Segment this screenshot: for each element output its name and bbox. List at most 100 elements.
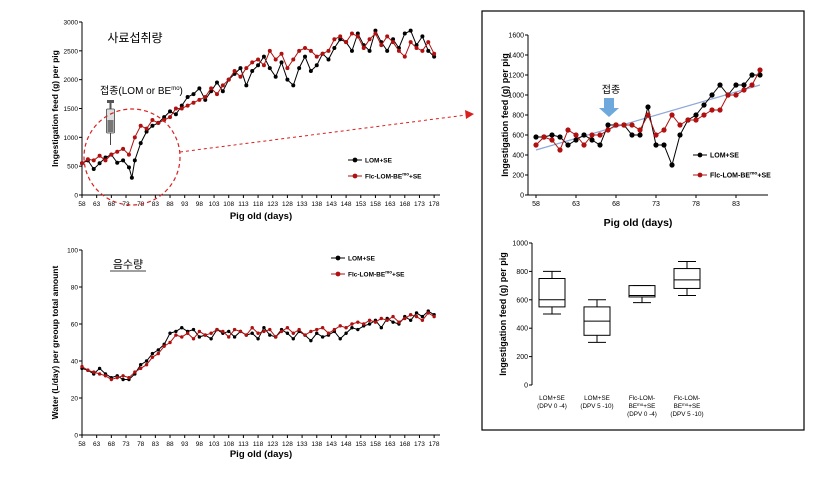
feed-data-point <box>261 63 266 68</box>
box-category-label: Flc-LOM- <box>674 395 700 402</box>
feed-data-point <box>308 69 313 74</box>
water-legend-label: LOM+SE <box>348 256 376 263</box>
feed-data-point <box>285 77 290 82</box>
feed-data-point <box>191 92 196 97</box>
zoom-data-point <box>597 132 603 138</box>
water-data-point <box>426 311 430 315</box>
feed-x-tick-label: 143 <box>326 201 337 208</box>
feed-data-point <box>256 63 261 68</box>
feed-legend-label: Flc-LOM-BEmo+SE <box>365 172 422 181</box>
feed-data-point <box>414 45 419 50</box>
zoom-x-tick-label: 83 <box>732 201 740 208</box>
zoom-series-line-lom <box>536 74 760 167</box>
zoom-data-point <box>677 132 683 138</box>
feed-x-tick-label: 73 <box>122 201 130 208</box>
water-data-point <box>209 331 213 335</box>
water-data-point <box>197 329 202 334</box>
syringe-icon <box>106 100 115 145</box>
box-y-axis-label: Ingestigation feed (g) per pig <box>498 252 508 376</box>
water-x-tick-label: 178 <box>429 441 440 448</box>
feed-data-point <box>379 43 384 48</box>
feed-data-point <box>279 51 284 56</box>
box-category-label: (DPV 0 -4) <box>537 403 567 410</box>
zoom-data-point <box>733 82 739 88</box>
zoom-x-tick-label: 68 <box>612 201 620 208</box>
feed-data-point <box>326 48 331 53</box>
zoom-data-point <box>725 92 731 98</box>
zoom-y-tick-label: 1600 <box>508 33 524 40</box>
water-x-tick-label: 143 <box>326 441 337 448</box>
water-data-point <box>309 338 313 343</box>
water-data-point <box>262 329 266 334</box>
zoom-data-point <box>589 137 595 143</box>
water-x-tick-label: 153 <box>355 441 366 448</box>
box-category-label: BEmo+SE <box>629 402 656 410</box>
water-data-point <box>150 355 155 359</box>
water-data-point <box>121 377 125 382</box>
feed-x-tick-label: 138 <box>311 201 322 208</box>
feed-data-point <box>173 112 178 117</box>
zoom-data-point <box>717 82 723 88</box>
water-data-point <box>168 340 172 345</box>
feed-data-point <box>373 31 378 36</box>
water-chart-title: 음수량 <box>113 258 143 271</box>
feed-x-tick-label: 103 <box>209 201 220 208</box>
feed-data-point <box>203 97 208 102</box>
water-data-point <box>227 329 231 334</box>
water-y-tick-label: 20 <box>71 396 79 403</box>
feed-x-tick-label: 153 <box>355 201 366 208</box>
feed-data-point <box>138 141 143 146</box>
water-data-point <box>185 331 190 335</box>
water-data-point <box>338 324 342 328</box>
feed-data-point <box>373 28 378 33</box>
feed-data-point <box>297 66 302 71</box>
feed-legend-swatch-dot <box>352 173 358 179</box>
box-y-tick-label: 200 <box>516 354 528 361</box>
water-data-point <box>385 318 389 322</box>
box-category-label: LOM+SE <box>539 395 565 402</box>
zoom-legend-swatch-dot <box>697 172 703 178</box>
zoom-data-point <box>629 132 635 138</box>
zoom-x-tick-label: 73 <box>652 201 660 208</box>
feed-data-point <box>303 54 308 59</box>
feed-data-point <box>332 37 337 42</box>
water-data-point <box>379 316 384 321</box>
zoom-data-point <box>701 102 707 108</box>
water-data-point <box>209 337 213 341</box>
feed-x-tick-label: 83 <box>152 201 160 208</box>
water-data-point <box>367 322 372 326</box>
box-category-label: BEmo+SE <box>674 402 701 410</box>
syringe-plunger-rod <box>109 103 112 109</box>
water-x-tick-label: 88 <box>166 441 174 448</box>
feed-data-point <box>173 106 178 111</box>
zoom-data-point <box>541 134 547 140</box>
feed-data-point <box>109 152 114 157</box>
zoom-data-point <box>637 127 643 133</box>
zoom-data-point <box>533 134 539 140</box>
feed-data-point <box>214 92 219 97</box>
zoom-data-point <box>565 142 571 148</box>
box-category-label: (DPV 5 -10) <box>670 411 703 418</box>
water-data-point <box>250 326 254 330</box>
water-x-tick-label: 98 <box>196 441 204 448</box>
water-data-point <box>138 363 143 367</box>
water-data-point <box>86 368 90 372</box>
water-data-point <box>367 318 372 322</box>
water-y-axis-label: Water (L/day) per greoup total amount <box>50 266 60 420</box>
feed-y-tick-label: 2500 <box>64 48 79 55</box>
water-data-point <box>215 327 219 332</box>
feed-x-tick-label: 123 <box>267 201 278 208</box>
water-legend-label: Flc-LOM-BEmo+SE <box>348 270 405 279</box>
zoom-data-point <box>629 122 635 128</box>
feed-data-point <box>129 175 134 180</box>
water-x-tick-label: 113 <box>238 441 249 448</box>
zoom-data-point <box>581 132 587 138</box>
water-x-axis-label: Pig old (days) <box>230 449 292 460</box>
water-data-point <box>285 326 290 330</box>
water-data-point <box>244 333 249 337</box>
water-data-point <box>391 314 395 319</box>
zoom-data-point <box>693 112 699 118</box>
water-data-point <box>408 318 413 322</box>
feed-data-point <box>308 48 313 53</box>
